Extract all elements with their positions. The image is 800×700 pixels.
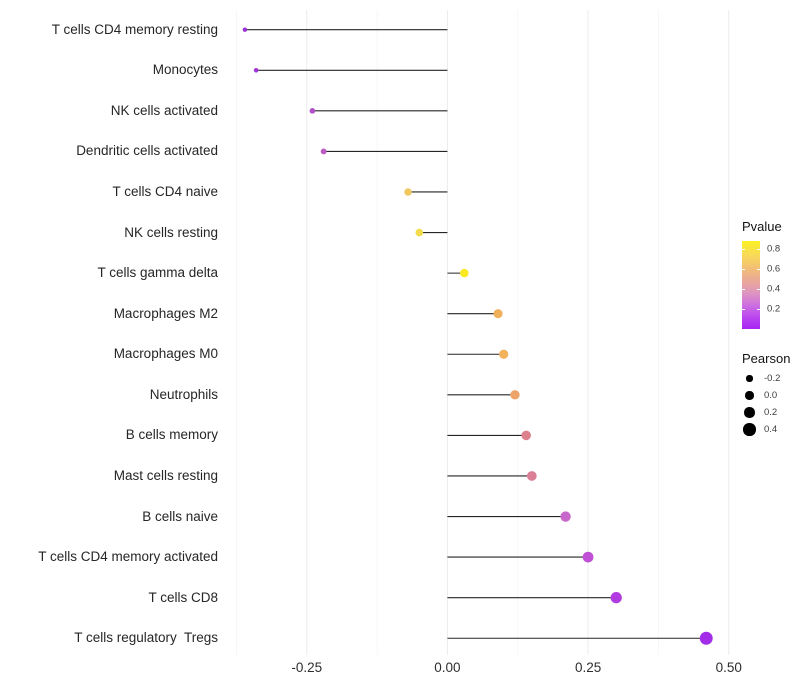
lollipop-dot	[526, 471, 537, 481]
pearson-legend-dot	[746, 375, 753, 382]
pvalue-colorbar: 0.8 0.6 0.4 0.2	[742, 241, 780, 329]
lollipop-dot	[560, 511, 571, 522]
colorbar-tick-mark	[757, 248, 760, 250]
x-axis-tick-label: 0.00	[434, 660, 461, 675]
lollipop-dot	[521, 430, 532, 441]
y-axis-label: T cells CD8	[148, 589, 218, 605]
pearson-legend-dot	[743, 423, 756, 436]
lollipop-dot	[404, 188, 412, 196]
lollipop-dot	[309, 108, 316, 114]
pvalue-tick-label: 0.4	[767, 283, 781, 295]
x-axis-tick-label: 0.25	[574, 660, 602, 675]
pvalue-tick-label: 0.2	[767, 303, 781, 315]
y-axis-label: T cells regulatory Tregs	[74, 630, 218, 646]
pearson-legend-entry: -0.2	[742, 370, 800, 387]
colorbar-tick-mark	[757, 288, 760, 290]
pearson-legend-label: -0.2	[764, 373, 781, 384]
lollipop-dot	[699, 631, 713, 645]
lollipop-dot	[510, 390, 520, 400]
colorbar-tick-mark	[757, 268, 760, 270]
pvalue-tick-label: 0.8	[767, 243, 781, 255]
y-axis-label: Macrophages M2	[113, 305, 218, 321]
pvalue-tick-label: 0.6	[767, 263, 781, 275]
colorbar-tick-mark	[757, 308, 760, 310]
lollipop-dot	[499, 349, 509, 359]
lollipop-dot	[493, 309, 503, 319]
y-axis-label: NK cells resting	[124, 224, 218, 240]
pearson-legend-label: 0.2	[764, 407, 778, 418]
pearson-legend-title: Pearson	[742, 351, 791, 366]
lollipop-dot	[460, 268, 469, 278]
y-axis-label: B cells naive	[142, 508, 218, 524]
pearson-size-legend: -0.2 0.0 0.2 0.4	[742, 370, 800, 438]
lollipop-dot	[415, 228, 424, 237]
y-axis-label: T cells CD4 naive	[112, 183, 218, 199]
y-axis-label: B cells memory	[125, 427, 218, 443]
pearson-legend-label: 0.0	[764, 390, 778, 401]
pvalue-legend-title: Pvalue	[742, 219, 782, 234]
x-axis-tick-label: -0.25	[291, 660, 323, 675]
colorbar-tick-mark	[742, 248, 745, 250]
y-axis-label: T cells CD4 memory resting	[51, 21, 218, 37]
pearson-legend-entry: 0.4	[742, 421, 800, 438]
y-axis-label: Macrophages M0	[113, 346, 218, 362]
y-axis-label: Dendritic cells activated	[76, 143, 218, 159]
y-axis-label: T cells CD4 memory activated	[38, 549, 218, 565]
lollipop-dot	[610, 592, 622, 604]
pvalue-colorbar-gradient	[742, 241, 760, 329]
colorbar-tick-mark	[742, 308, 745, 310]
colorbar-tick-mark	[742, 268, 745, 270]
y-axis-label: NK cells activated	[110, 102, 218, 118]
lollipop-dot	[242, 27, 248, 32]
lollipop-dot	[253, 67, 259, 73]
x-axis-tick-label: 0.50	[715, 660, 742, 675]
y-axis-label: Monocytes	[152, 62, 218, 78]
y-axis-label: Neutrophils	[149, 386, 218, 402]
pearson-legend-entry: 0.2	[742, 404, 800, 421]
pearson-legend-label: 0.4	[764, 424, 778, 435]
colorbar-tick-mark	[742, 288, 745, 290]
pearson-legend-dot	[744, 407, 755, 418]
lollipop-dot	[582, 551, 594, 563]
lollipop-dot	[320, 148, 327, 155]
y-axis-label: Mast cells resting	[113, 467, 218, 483]
pearson-legend-dot	[745, 391, 754, 400]
pearson-legend-entry: 0.0	[742, 387, 800, 404]
legend-panel: Pvalue 0.8 0.6 0.4 0.2 Pearson -0.2 0.0 0.2 0.…	[742, 219, 800, 438]
y-axis-label: T cells gamma delta	[97, 265, 218, 281]
